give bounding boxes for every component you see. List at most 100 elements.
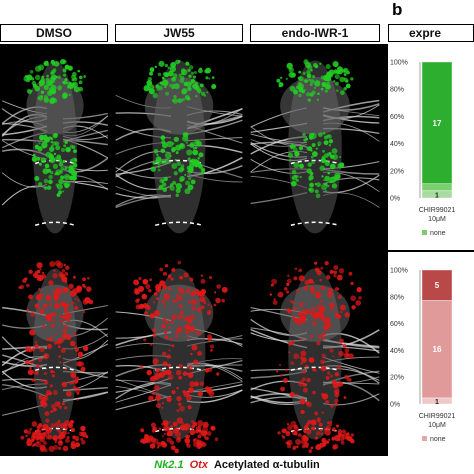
panel-letter-b: b — [392, 0, 403, 19]
signal-dot — [155, 368, 160, 373]
signal-dot — [297, 321, 302, 326]
signal-dot — [74, 158, 77, 162]
signal-dot — [324, 189, 327, 193]
signal-dot — [153, 384, 160, 392]
signal-dot — [45, 151, 52, 158]
signal-dot — [142, 441, 146, 444]
signal-dot — [152, 358, 159, 365]
signal-dot — [334, 398, 339, 404]
signal-dot — [74, 345, 78, 349]
signal-dot — [150, 166, 156, 172]
stain-legend: Nk2.1 Otx Acetylated α-tubulin — [0, 456, 474, 474]
signal-dot — [41, 75, 45, 79]
signal-dot — [65, 81, 69, 85]
signal-dot — [43, 371, 47, 376]
signal-dot — [174, 431, 182, 438]
signal-dot — [162, 361, 168, 367]
signal-dot — [150, 422, 156, 428]
signal-dot — [67, 84, 72, 89]
signal-dot — [285, 368, 288, 372]
signal-dot — [70, 428, 75, 432]
signal-dot — [339, 338, 344, 344]
dashed-boundary — [290, 221, 340, 227]
signal-dot — [184, 438, 191, 444]
signal-dot — [77, 299, 80, 302]
y-tick-label: 80% — [390, 294, 404, 301]
y-tick-label: 20% — [390, 168, 404, 175]
signal-dot — [297, 380, 305, 387]
signal-dot — [298, 433, 302, 437]
signal-dot — [299, 338, 302, 341]
signal-dot — [308, 357, 315, 363]
signal-dot — [88, 299, 94, 305]
signal-dot — [188, 387, 194, 394]
signal-dot — [173, 94, 177, 99]
signal-dot — [189, 142, 195, 148]
signal-dot — [332, 176, 335, 179]
signal-dot — [326, 421, 330, 425]
signal-dot — [188, 365, 193, 370]
dashed-boundary — [155, 221, 203, 227]
signal-dot — [291, 300, 295, 304]
signal-dot — [302, 71, 306, 75]
signal-dot — [38, 79, 45, 86]
signal-dot — [162, 79, 169, 86]
signal-dot — [73, 77, 78, 82]
signal-dot — [211, 76, 215, 79]
signal-dot — [314, 317, 317, 320]
signal-dot — [48, 280, 54, 286]
signal-dot — [170, 425, 173, 429]
signal-dot — [329, 302, 335, 309]
signal-dot — [200, 305, 205, 310]
signal-dot — [337, 295, 342, 299]
signal-dot — [285, 77, 288, 80]
signal-dot — [57, 75, 62, 79]
signal-dot — [64, 78, 68, 82]
signal-dot — [348, 353, 354, 359]
signal-dot — [38, 162, 42, 166]
signal-dot — [164, 63, 169, 68]
dashed-boundary — [34, 366, 76, 372]
signal-dot — [48, 445, 55, 452]
signal-dot — [299, 175, 302, 179]
signal-dot — [320, 183, 328, 191]
signal-dot — [65, 265, 70, 270]
signal-dot — [176, 417, 183, 424]
signal-dot — [72, 162, 78, 168]
signal-dot — [288, 67, 294, 73]
signal-dot — [58, 169, 64, 174]
signal-dot — [300, 362, 303, 365]
signal-dot — [73, 305, 79, 311]
signal-dot — [344, 87, 347, 90]
signal-dot — [42, 325, 46, 329]
signal-dot — [74, 347, 80, 353]
signal-dot — [308, 187, 312, 192]
signal-dot — [201, 442, 207, 447]
signal-dot — [269, 293, 273, 296]
signal-dot — [182, 315, 185, 318]
signal-dot — [332, 355, 335, 358]
signal-dot — [63, 304, 69, 309]
signal-dot — [177, 260, 182, 265]
head — [144, 76, 214, 135]
signal-dot — [40, 447, 45, 453]
signal-dot — [181, 178, 184, 181]
signal-dot — [37, 423, 43, 429]
signal-dot — [29, 427, 33, 431]
signal-dot — [192, 149, 199, 156]
signal-dot — [186, 96, 191, 101]
signal-dot — [316, 291, 320, 296]
signal-dot — [71, 373, 77, 379]
signal-dot — [57, 446, 62, 451]
signal-dot — [343, 396, 347, 400]
signal-dot — [40, 95, 43, 98]
signal-dot — [69, 419, 74, 425]
signal-dot — [299, 163, 304, 169]
signal-dot — [50, 312, 55, 317]
signal-dot — [213, 303, 217, 307]
signal-dot — [325, 275, 331, 280]
signal-dot — [36, 364, 40, 368]
signal-dot — [334, 434, 341, 442]
signal-dot — [180, 164, 185, 168]
signal-dot — [50, 74, 57, 81]
